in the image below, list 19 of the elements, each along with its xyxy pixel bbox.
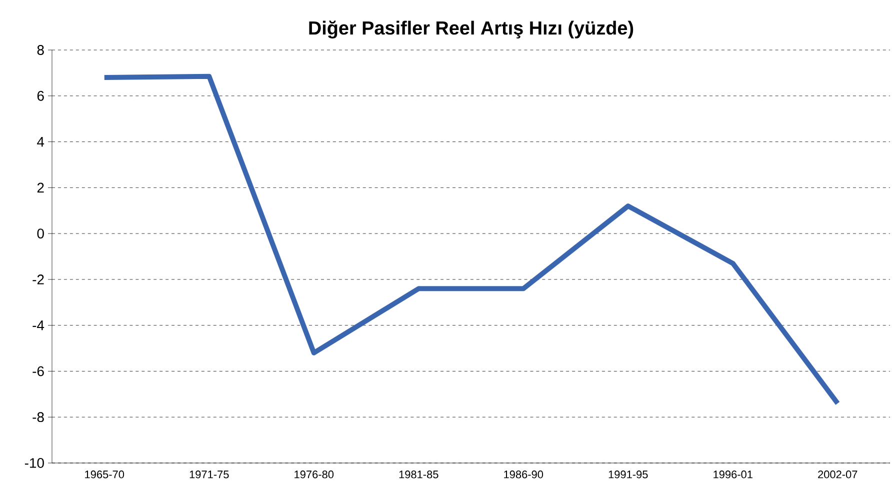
x-tick-label: 1991-95 bbox=[608, 470, 648, 478]
x-tick-label: 2002-07 bbox=[818, 470, 858, 478]
y-tick-label: -2 bbox=[32, 274, 44, 284]
y-tick-label: 0 bbox=[37, 228, 44, 238]
y-tick-label: 8 bbox=[37, 45, 44, 55]
y-tick-label: -8 bbox=[32, 412, 44, 422]
chart-title: Diğer Pasifler Reel Artış Hızı (yüzde) bbox=[309, 20, 634, 39]
y-tick-label: -4 bbox=[32, 320, 44, 330]
x-tick-label: 1965-70 bbox=[85, 470, 124, 478]
x-tick-label: 1971-75 bbox=[190, 470, 229, 478]
x-tick-label: 1986-90 bbox=[504, 470, 544, 478]
y-tick-label: 2 bbox=[37, 182, 44, 193]
x-tick-label: 1976-80 bbox=[294, 470, 334, 478]
x-tick-label: 1996-01 bbox=[714, 470, 752, 478]
y-tick-label: -6 bbox=[32, 366, 44, 376]
x-tick-label: 1981-85 bbox=[399, 470, 438, 478]
y-tick-label: 6 bbox=[37, 90, 44, 101]
y-tick-label: -10 bbox=[24, 458, 44, 468]
y-tick-label: 4 bbox=[37, 136, 44, 147]
